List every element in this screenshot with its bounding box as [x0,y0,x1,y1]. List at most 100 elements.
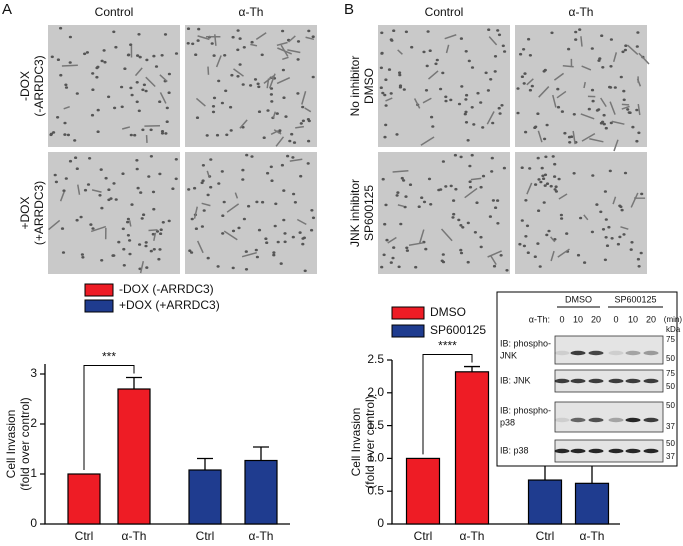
cell [52,131,56,134]
cell [426,30,430,33]
cell [545,123,549,127]
cell [500,104,504,107]
cell [257,110,262,113]
cell [290,132,294,136]
cell [255,200,259,204]
cell [64,83,68,87]
cell-process [277,47,292,55]
cell [624,44,628,47]
cell-process [255,32,267,41]
cell [160,132,165,135]
blot-band [643,350,659,356]
cell [602,113,606,117]
cell [135,81,139,84]
cell [491,199,495,202]
cell-process [282,56,289,61]
cell [502,166,506,170]
cell [519,52,523,56]
cell [307,29,311,33]
cell [496,29,500,32]
cell [83,188,88,192]
cell [296,40,301,43]
y-tick-label: 2.5 [367,352,384,366]
cell [476,91,480,95]
cell [602,122,606,126]
blot-band [625,448,641,454]
cell [497,106,501,110]
cell [459,251,464,255]
row-label: -DOX [18,71,32,101]
cell [391,256,395,260]
cell [159,228,163,231]
cell [121,172,125,175]
cell [609,86,613,89]
cell [608,169,612,173]
row-label: No inhibitor [348,56,362,117]
cell [104,176,108,180]
cell [91,72,95,75]
cell [557,177,561,181]
cell [250,40,254,44]
cell [631,125,635,129]
cell-process [139,261,145,274]
cell [288,139,292,143]
cell [135,100,139,104]
cell [292,141,297,144]
cell [425,64,429,68]
cell [113,106,117,110]
cell [449,184,453,188]
cell [457,218,461,222]
y-tick-label: 3 [30,366,37,380]
y-tick-label: 0 [377,516,384,530]
cell [516,111,520,115]
cell [398,71,402,74]
cell [541,174,545,178]
cell-process [487,250,502,258]
cell [635,108,639,112]
cell [382,253,386,257]
cell [142,213,146,216]
cell [498,112,502,115]
micrograph [378,25,510,147]
cell [559,213,564,217]
cell [186,42,190,45]
cell-process [197,35,210,41]
cell [291,235,295,239]
cell [90,113,95,117]
cell [257,228,262,232]
cell [107,95,111,99]
cell-process [61,64,78,67]
cell [567,47,571,51]
blot-row-label: IB: phospho- [500,405,551,415]
cell [524,199,528,202]
micrograph-bg [378,25,510,147]
cell [380,31,384,35]
cell [639,251,643,255]
cell [155,230,160,233]
cell [522,48,526,51]
cell [603,190,608,193]
cell [527,37,531,41]
cell [392,29,396,32]
cell [499,254,503,257]
cell [197,27,201,31]
cell-process [128,220,132,227]
cell [266,109,270,112]
legend-swatch [391,306,425,320]
cell [174,177,178,181]
cell-process [226,203,240,213]
cell [384,203,388,207]
cell [578,28,582,31]
cell [422,50,426,54]
cell [542,177,546,180]
cell-process [239,119,248,129]
cell [222,200,226,204]
cell [398,73,402,77]
cell [576,253,581,257]
micrograph [185,25,317,147]
cell-process [134,67,143,77]
cell-process [63,105,70,110]
cell [404,30,408,34]
x-tick-label: α-Th [249,529,274,543]
cell [637,131,641,135]
